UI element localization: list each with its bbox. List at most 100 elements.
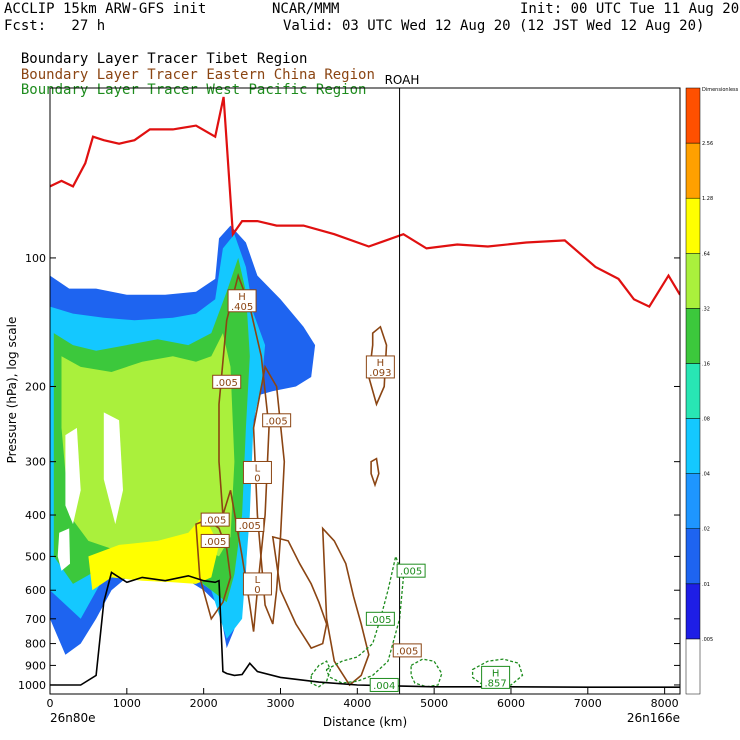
china-tracer-contour-1: [252, 364, 286, 625]
legend-china-region: Eastern China Region: [206, 67, 375, 83]
annotation-13: H.857: [481, 665, 511, 689]
annotation-10: .005: [365, 611, 395, 626]
y-tick-label-5: 600: [25, 584, 46, 597]
tibet-tracer-gap-0: [65, 427, 81, 525]
colorbar-swatch-4: [685, 418, 701, 474]
colorbar-swatch-7: [685, 253, 701, 309]
annotation-box-3: [262, 413, 292, 428]
y-tick-label-6: 700: [25, 613, 46, 626]
legend-tibet-region: Tibet Region: [206, 51, 308, 67]
annotation-box-0: [227, 289, 257, 313]
colorbar-swatch-1: [685, 583, 701, 640]
annotation-box-11: [392, 643, 422, 658]
colorbar-swatch-2: [685, 528, 701, 585]
left-endpoint-label: 26n80e: [50, 711, 96, 725]
legend-pacific-label: Boundary Layer Tracer: [20, 82, 198, 98]
annotation-box-5: [200, 512, 230, 527]
colorbar-level-0: .005: [702, 637, 713, 643]
legend-china: Boundary Layer Tracer Eastern China Regi…: [4, 51, 375, 83]
y-axis-label: Pressure (hPa), log scale: [5, 317, 19, 464]
colorbar-level-2: .02: [702, 527, 710, 533]
tropopause-line: [50, 96, 680, 309]
roah-marker-label: ROAH: [385, 73, 420, 87]
pacific-tracer-contour-3: [310, 660, 332, 688]
annotation-3: .005: [262, 413, 292, 428]
x-axis-label: Distance (km): [323, 715, 407, 729]
annotation-box-12: [369, 677, 399, 692]
colorbar-title: Dimensionless: [702, 87, 739, 93]
annotation-value-0: .405: [231, 302, 253, 313]
colorbar-level-4: .08: [702, 417, 710, 423]
x-tick-label-1: 1000: [113, 697, 141, 710]
annotation-value-4: 0: [254, 473, 260, 484]
tibet-tracer-layer-4: [88, 515, 220, 591]
y-tick-label-4: 500: [25, 550, 46, 563]
annotation-box-2: [212, 374, 242, 389]
annotation-0: H.405: [227, 289, 257, 313]
annotation-value-6: .005: [204, 537, 226, 548]
x-tick-label-8: 8000: [651, 697, 679, 710]
tibet-tracer-layer-3: [61, 333, 235, 557]
annotation-kind-8: L: [255, 575, 261, 586]
annotation-box-6: [200, 533, 230, 548]
colorbar-level-3: .04: [702, 472, 710, 478]
china-tracer-contour-5: [370, 457, 380, 488]
annotation-value-13: .857: [484, 678, 506, 689]
y-tick-label-2: 300: [25, 456, 46, 469]
colorbar-swatch-3: [685, 473, 701, 529]
annotation-value-12: .004: [373, 681, 395, 692]
colorbar-level-1: .01: [702, 582, 710, 588]
annotation-box-7: [235, 517, 265, 532]
legend-china-label: Boundary Layer Tracer: [20, 67, 198, 83]
annotation-11: .005: [392, 643, 422, 658]
x-tick-label-4: 4000: [343, 697, 371, 710]
china-tracer-contour-4: [367, 325, 388, 407]
annotation-12: .004: [369, 677, 399, 692]
annotation-9: .005: [396, 563, 426, 578]
y-tick-label-8: 900: [25, 659, 46, 672]
colorbar-swatch-5: [685, 363, 701, 419]
annotation-value-3: .005: [266, 416, 288, 427]
tibet-tracer-gap-2: [57, 528, 70, 571]
pacific-tracer-contour-2: [471, 658, 524, 688]
annotation-value-10: .005: [369, 615, 391, 626]
legend-pacific-region: West Pacific Region: [206, 82, 367, 98]
colorbar-swatch-9: [685, 142, 701, 199]
plot-frame: [49, 87, 681, 695]
annotation-box-8: [242, 572, 272, 596]
y-tick-label-3: 400: [25, 509, 46, 522]
annotation-value-5: .005: [204, 516, 226, 527]
legend-pacific: Boundary Layer Tracer West Pacific Regio…: [4, 66, 367, 98]
annotation-2: .005: [212, 374, 242, 389]
annotation-value-7: .005: [239, 521, 261, 532]
model-title: ACCLIP 15km ARW-GFS init: [4, 1, 207, 17]
x-tick-label-6: 6000: [497, 697, 525, 710]
colorbar-level-5: .16: [702, 361, 710, 367]
legend-tibet-label: Boundary Layer Tracer: [20, 51, 198, 67]
annotation-box-13: [481, 665, 511, 689]
annotation-value-1: .093: [369, 368, 391, 379]
annotation-kind-1: H: [377, 358, 385, 369]
annotation-box-10: [365, 611, 395, 626]
annotation-8: L0: [242, 572, 272, 596]
colorbar-swatch-0: [685, 638, 701, 695]
annotation-5: .005: [200, 512, 230, 527]
annotation-value-9: .005: [400, 567, 422, 578]
x-tick-label-3: 3000: [266, 697, 294, 710]
forecast-hour: Fcst: 27 h: [4, 18, 106, 34]
china-tracer-contour-3: [321, 526, 370, 687]
colorbar-swatch-10: [685, 87, 701, 144]
annotation-kind-4: L: [255, 463, 261, 474]
annotation-7: .005: [235, 517, 265, 532]
x-tick-label-0: 0: [47, 697, 54, 710]
x-tick-label-7: 7000: [574, 697, 602, 710]
annotation-box-1: [365, 355, 395, 379]
valid-time: Valid: 03 UTC Wed 12 Aug 20 (12 JST Wed …: [283, 18, 705, 34]
annotation-4: L0: [242, 460, 272, 484]
colorbar-level-9: 2.56: [702, 141, 713, 147]
annotation-box-4: [242, 460, 272, 484]
colorbar-level-6: .32: [702, 306, 710, 312]
x-tick-label-2: 2000: [190, 697, 218, 710]
annotation-1: H.093: [365, 355, 395, 379]
